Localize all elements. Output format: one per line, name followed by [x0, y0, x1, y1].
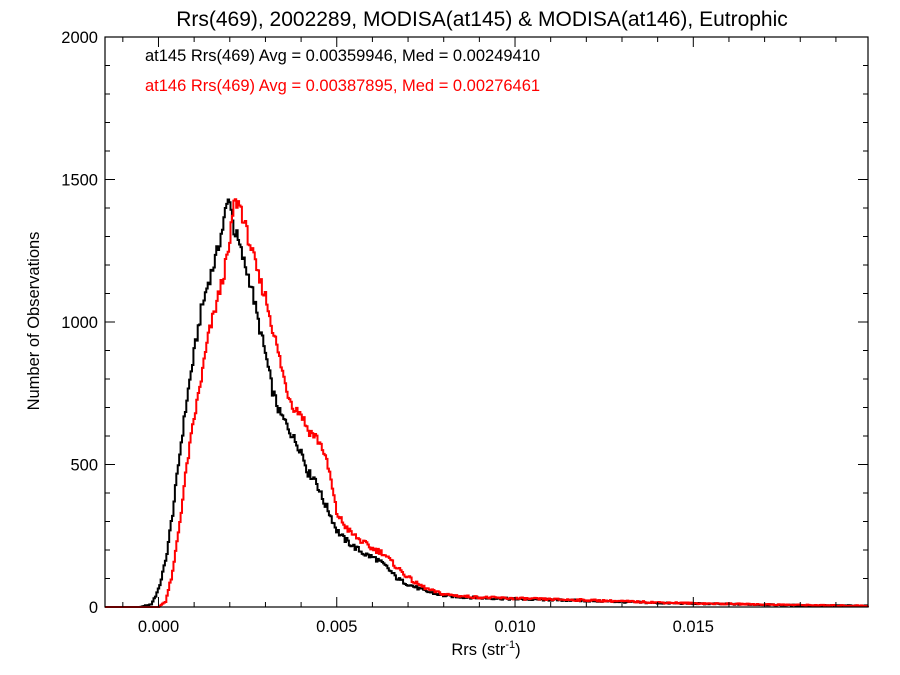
x-tick-label: 0.015 [673, 618, 714, 636]
x-axis: 0.000 0.005 0.010 0.015 [122, 37, 837, 636]
y-tick-label: 1500 [61, 172, 98, 190]
x-tick-label: 0.000 [138, 618, 179, 636]
y-axis: 0 500 1000 1500 2000 [61, 29, 868, 617]
x-axis-label-superscript: -1 [505, 639, 515, 651]
x-tick-label: 0.010 [494, 618, 535, 636]
y-tick-label: 500 [70, 457, 98, 475]
annotation-at145-stats: at145 Rrs(469) Avg = 0.00359946, Med = 0… [145, 47, 540, 65]
y-tick-label: 0 [89, 599, 98, 617]
x-axis-label-tail: ) [515, 641, 521, 659]
x-axis-label-main: Rrs (str [451, 641, 506, 659]
y-tick-label: 2000 [61, 29, 98, 47]
series-1-line [105, 198, 869, 608]
chart-title: Rrs(469), 2002289, MODISA(at145) & MODIS… [176, 8, 788, 31]
x-axis-label: Rrs (str-1) [451, 639, 520, 659]
x-tick-label: 0.005 [316, 618, 357, 636]
annotation-at146-stats: at146 Rrs(469) Avg = 0.00387895, Med = 0… [145, 77, 540, 95]
y-tick-label: 1000 [61, 314, 98, 332]
annotations: at145 Rrs(469) Avg = 0.00359946, Med = 0… [145, 47, 540, 95]
y-axis-label: Number of Observations [25, 232, 43, 411]
plot-series [105, 198, 869, 608]
